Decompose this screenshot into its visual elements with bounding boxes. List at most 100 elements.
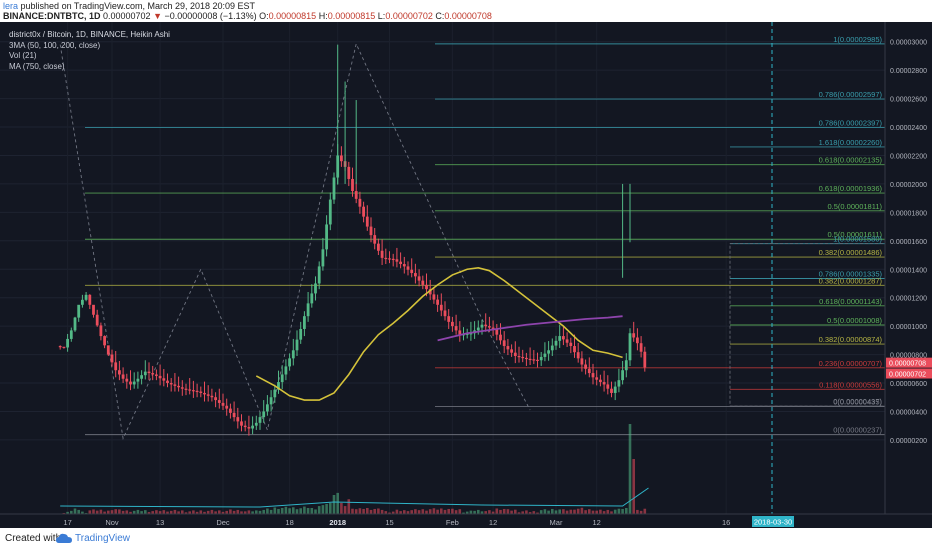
- candle-body: [125, 378, 129, 382]
- time-tick-label: 17: [63, 518, 71, 527]
- volume-bar: [532, 511, 536, 514]
- time-tick-label: 13: [156, 518, 164, 527]
- candle-body: [69, 330, 73, 339]
- candle-body: [140, 375, 143, 379]
- volume-bar: [410, 510, 413, 514]
- candle-body: [421, 280, 425, 285]
- volume-bar: [206, 510, 210, 514]
- price-chart[interactable]: 1(0.00002985) 0.786(0.00002597) 0.786(0.00…: [0, 22, 932, 528]
- volume-bar: [144, 510, 147, 514]
- volume-bar: [125, 510, 129, 514]
- volume-bar: [88, 510, 92, 514]
- candle-body: [136, 378, 140, 382]
- volume-bar: [465, 511, 469, 514]
- volume-bar: [184, 512, 188, 514]
- publisher-link[interactable]: lera: [3, 1, 19, 11]
- volume-bar: [229, 509, 232, 514]
- candle-body: [92, 304, 95, 315]
- candle-body: [184, 388, 188, 390]
- candle-body: [521, 356, 525, 359]
- volume-bar: [258, 510, 262, 514]
- candle-body: [351, 178, 354, 192]
- volume-bar: [114, 509, 117, 514]
- candle-body: [451, 321, 454, 327]
- candle-body: [58, 346, 62, 348]
- volume-bar: [243, 511, 247, 514]
- candle-body: [388, 258, 391, 260]
- candle-body: [243, 425, 247, 428]
- volume-bar: [103, 511, 106, 514]
- volume-bar: [199, 510, 203, 514]
- volume-bar: [284, 506, 288, 514]
- candle-body: [236, 417, 240, 422]
- price-tick-label: 0.00000800: [890, 353, 927, 360]
- candle-body: [129, 381, 132, 385]
- candle-body: [502, 340, 506, 347]
- volume-bar: [495, 508, 499, 514]
- candle-body: [550, 345, 554, 351]
- volume-bar: [354, 509, 358, 514]
- candle-body: [565, 339, 569, 343]
- price-tick-label: 0.00000400: [890, 409, 927, 416]
- symbol-name: BINANCE:DNTBTC, 1D: [3, 11, 101, 21]
- candle-body: [569, 342, 573, 347]
- candle-body: [169, 383, 173, 385]
- volume-bar: [295, 509, 299, 514]
- fib-level-label: 0.786(0.00002397): [819, 118, 883, 127]
- candle-body: [580, 358, 584, 365]
- candle-body: [499, 334, 502, 341]
- volume-bar: [514, 509, 517, 514]
- price-tick-label: 0.00002200: [890, 153, 927, 160]
- volume-bar: [417, 510, 421, 514]
- volume-bar: [95, 510, 99, 514]
- volume-bar: [447, 508, 450, 514]
- volume-bar: [584, 510, 587, 514]
- candle-body: [291, 350, 295, 359]
- candle-body: [602, 382, 606, 385]
- price-tick-label: 0.00002800: [890, 68, 927, 75]
- volume-bar: [425, 510, 428, 514]
- volume-bar: [299, 508, 302, 514]
- volume-bar: [247, 510, 251, 514]
- candle-body: [277, 382, 280, 390]
- time-tick-label: 12: [489, 518, 497, 527]
- candle-body: [240, 421, 243, 426]
- volume-bar: [132, 510, 136, 514]
- candle-body: [595, 377, 599, 380]
- volume-bar: [580, 507, 584, 514]
- candle-body: [295, 339, 299, 351]
- legend-volume-study[interactable]: Vol (21): [9, 51, 37, 60]
- candle-body: [558, 336, 562, 341]
- volume-bar: [613, 509, 617, 514]
- volume-bar: [310, 508, 314, 514]
- volume-bar: [454, 510, 458, 514]
- volume-bar: [107, 510, 110, 514]
- legend-ma-study[interactable]: 3MA (50, 100, 200, close): [9, 40, 101, 50]
- fib-level-label: 0.5(0.00001611): [828, 230, 883, 239]
- price-tick-label: 0.00001000: [890, 324, 927, 331]
- candle-body: [469, 333, 473, 335]
- price-tick-label: 0.00002400: [890, 125, 927, 132]
- candle-body: [547, 350, 550, 354]
- tradingview-brand-link[interactable]: TradingView: [75, 533, 131, 544]
- candle-body: [599, 379, 602, 383]
- ohlc-open-label: O:: [259, 11, 269, 21]
- volume-bar: [317, 506, 321, 514]
- candle-body: [562, 336, 565, 340]
- candle-body: [258, 417, 262, 423]
- candle-body: [206, 394, 210, 396]
- candle-body: [288, 358, 291, 367]
- volume-bar: [221, 511, 225, 514]
- volume-bar: [499, 509, 502, 514]
- candle-body: [395, 259, 399, 262]
- date-badge-label: 2018-03-30: [754, 518, 792, 527]
- legend-ma750-study[interactable]: MA (750, close): [9, 61, 65, 71]
- volume-bar: [521, 511, 524, 514]
- candle-body: [114, 362, 118, 371]
- volume-bar: [639, 510, 643, 514]
- tradingview-cloud-icon: [56, 533, 72, 543]
- volume-bar: [591, 510, 595, 514]
- candle-body: [432, 294, 436, 300]
- candle-body: [73, 317, 77, 331]
- candle-body: [399, 261, 402, 265]
